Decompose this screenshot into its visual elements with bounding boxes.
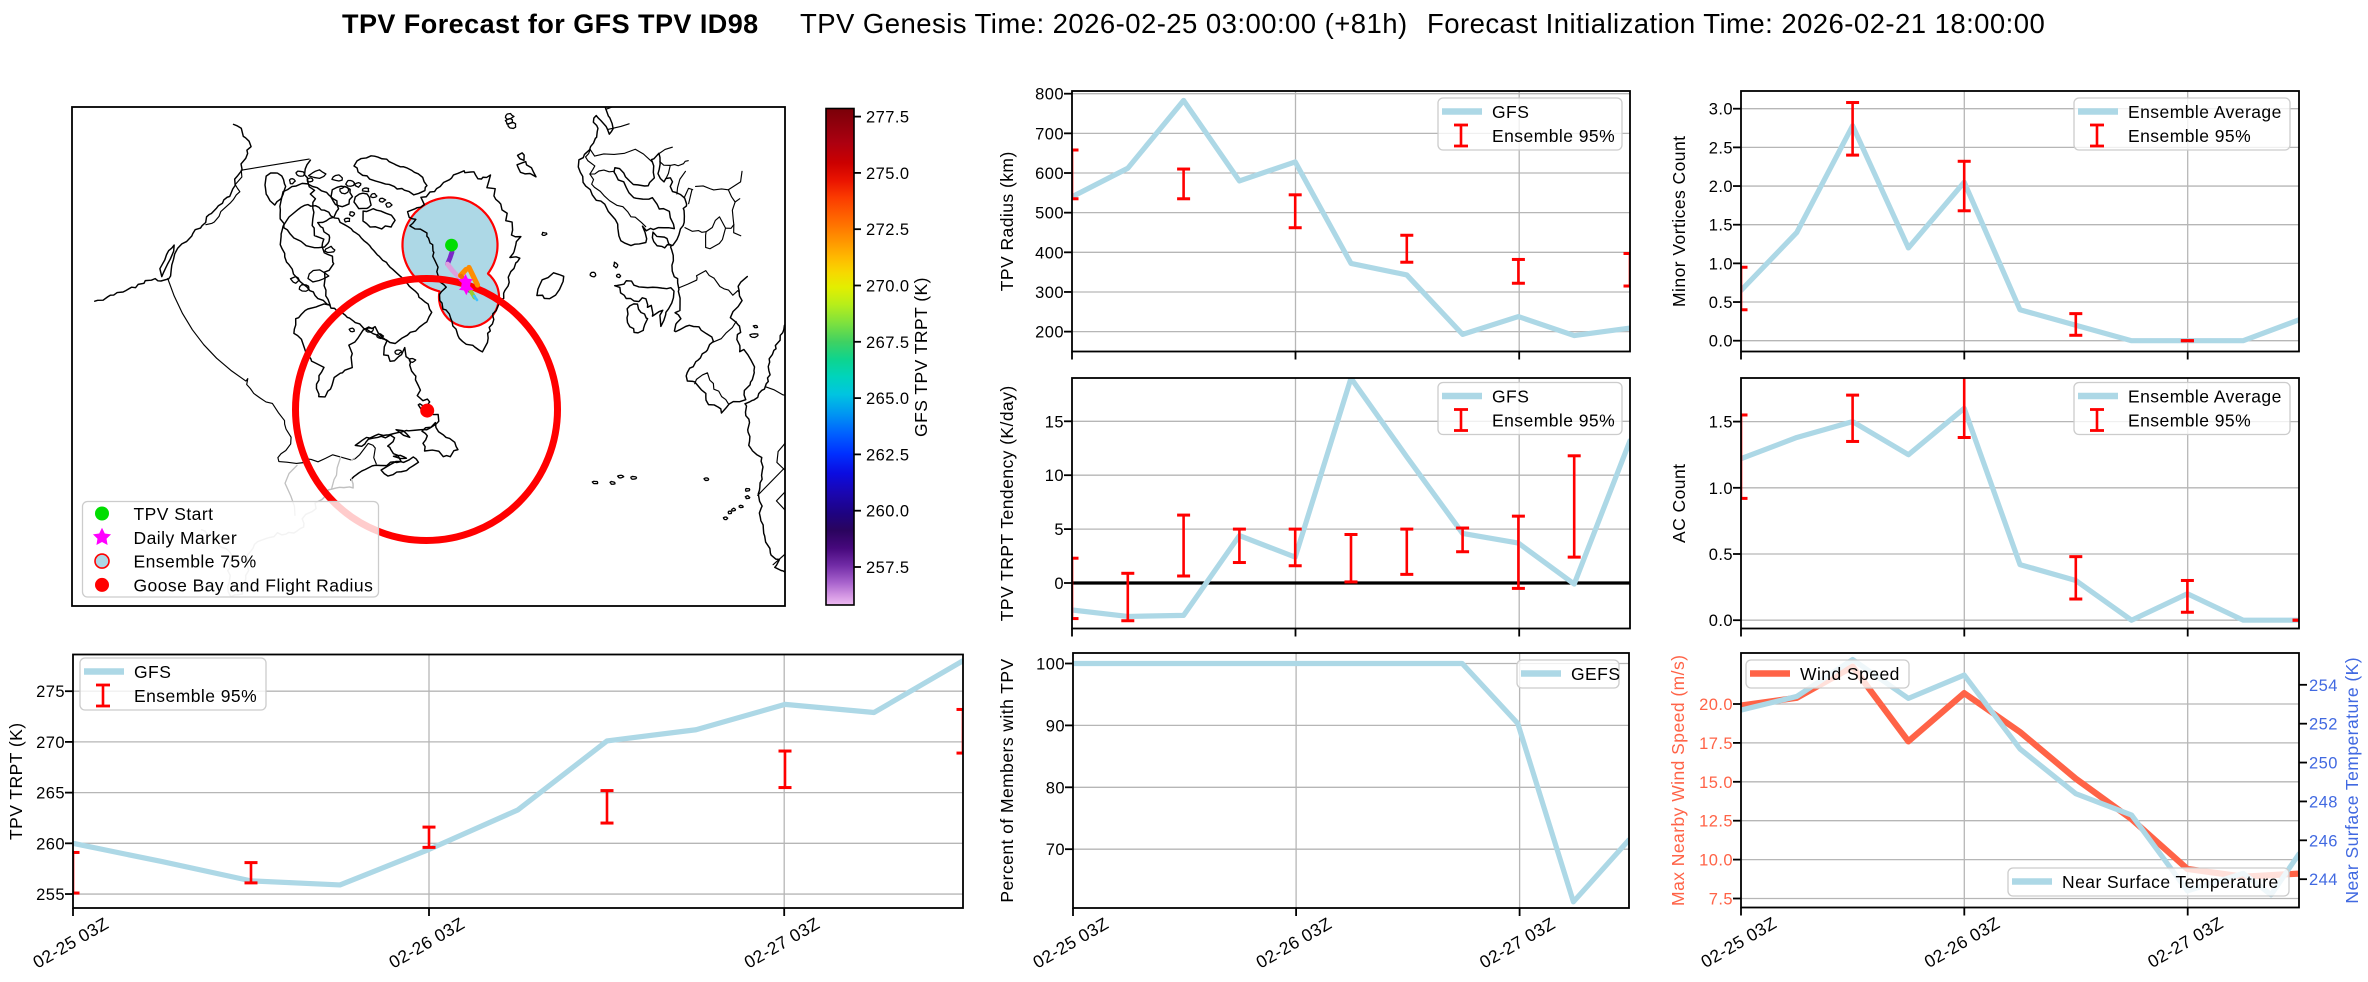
svg-text:250: 250 xyxy=(2309,755,2338,773)
svg-text:Ensemble 75%: Ensemble 75% xyxy=(134,552,257,572)
svg-text:Ensemble 95%: Ensemble 95% xyxy=(1492,411,1615,431)
svg-text:Goose Bay and Flight Radius: Goose Bay and Flight Radius xyxy=(134,575,374,595)
svg-text:Ensemble 95%: Ensemble 95% xyxy=(1492,126,1615,146)
svg-text:300: 300 xyxy=(1035,284,1064,302)
svg-text:Near Surface Temperature (K): Near Surface Temperature (K) xyxy=(2342,657,2362,904)
svg-text:2.5: 2.5 xyxy=(1709,139,1733,157)
svg-text:267.5: 267.5 xyxy=(866,334,910,352)
svg-text:Wind Speed: Wind Speed xyxy=(1800,664,1900,684)
svg-text:10: 10 xyxy=(1045,467,1064,485)
svg-text:270: 270 xyxy=(36,734,65,752)
svg-text:17.5: 17.5 xyxy=(1699,735,1733,753)
svg-text:90: 90 xyxy=(1046,717,1065,735)
svg-text:700: 700 xyxy=(1035,125,1064,143)
svg-text:TPV TRPT Tendency (K/day): TPV TRPT Tendency (K/day) xyxy=(997,385,1017,621)
svg-text:272.5: 272.5 xyxy=(866,221,910,239)
svg-text:15: 15 xyxy=(1045,413,1064,431)
svg-text:AC Count: AC Count xyxy=(1669,464,1689,543)
svg-text:275: 275 xyxy=(36,683,65,701)
svg-text:800: 800 xyxy=(1035,86,1064,104)
svg-text:265.0: 265.0 xyxy=(866,390,910,408)
svg-text:GFS: GFS xyxy=(1492,102,1529,122)
svg-text:400: 400 xyxy=(1035,244,1064,262)
svg-text:70: 70 xyxy=(1046,841,1065,859)
svg-text:Near Surface Temperature: Near Surface Temperature xyxy=(2062,872,2279,892)
svg-text:Ensemble 95%: Ensemble 95% xyxy=(2128,411,2251,431)
svg-text:248: 248 xyxy=(2309,793,2338,811)
svg-text:3.0: 3.0 xyxy=(1709,101,1733,119)
svg-text:1.0: 1.0 xyxy=(1709,255,1733,273)
svg-text:270.0: 270.0 xyxy=(866,278,910,296)
svg-text:15.0: 15.0 xyxy=(1699,774,1733,792)
svg-text:Ensemble Average: Ensemble Average xyxy=(2128,387,2282,407)
svg-text:1.5: 1.5 xyxy=(1709,414,1733,432)
svg-text:GEFS: GEFS xyxy=(1571,664,1620,684)
svg-text:10.0: 10.0 xyxy=(1699,852,1733,870)
svg-text:GFS TPV TRPT (K): GFS TPV TRPT (K) xyxy=(911,277,931,437)
svg-text:0.5: 0.5 xyxy=(1709,546,1733,564)
svg-text:Daily Marker: Daily Marker xyxy=(134,528,238,548)
svg-text:262.5: 262.5 xyxy=(866,446,910,464)
svg-text:TPV Start: TPV Start xyxy=(134,504,214,524)
svg-text:254: 254 xyxy=(2309,677,2338,695)
svg-text:0: 0 xyxy=(1054,575,1064,593)
svg-text:275.0: 275.0 xyxy=(866,165,910,183)
svg-text:GFS: GFS xyxy=(1492,387,1529,407)
svg-text:257.5: 257.5 xyxy=(866,559,910,577)
svg-text:7.5: 7.5 xyxy=(1709,891,1733,909)
svg-text:0.0: 0.0 xyxy=(1709,612,1733,630)
svg-text:20.0: 20.0 xyxy=(1699,696,1733,714)
svg-text:255: 255 xyxy=(36,886,65,904)
svg-text:100: 100 xyxy=(1036,656,1065,674)
svg-text:260.0: 260.0 xyxy=(866,503,910,521)
svg-text:0.0: 0.0 xyxy=(1709,333,1733,351)
svg-text:500: 500 xyxy=(1035,205,1064,223)
svg-text:Forecast Initialization Time:: Forecast Initialization Time: 2026-02-21… xyxy=(1427,8,2045,39)
svg-text:277.5: 277.5 xyxy=(866,109,910,127)
svg-text:200: 200 xyxy=(1035,324,1064,342)
svg-text:TPV TRPT (K): TPV TRPT (K) xyxy=(6,722,26,840)
svg-text:Percent of Members with TPV: Percent of Members with TPV xyxy=(997,658,1017,902)
svg-text:TPV Radius (km): TPV Radius (km) xyxy=(997,151,1017,291)
svg-text:Max Nearby Wind Speed (m/s): Max Nearby Wind Speed (m/s) xyxy=(1668,655,1688,906)
svg-text:Ensemble 95%: Ensemble 95% xyxy=(134,686,257,706)
svg-text:TPV Genesis Time: 2026-02-25 0: TPV Genesis Time: 2026-02-25 03:00:00 (+… xyxy=(800,8,1408,39)
svg-text:246: 246 xyxy=(2309,832,2338,850)
svg-text:260: 260 xyxy=(36,835,65,853)
svg-text:600: 600 xyxy=(1035,165,1064,183)
svg-text:5: 5 xyxy=(1054,521,1064,539)
svg-text:80: 80 xyxy=(1046,779,1065,797)
svg-text:TPV Forecast for GFS TPV ID98: TPV Forecast for GFS TPV ID98 xyxy=(342,9,759,39)
svg-text:252: 252 xyxy=(2309,716,2338,734)
svg-text:Ensemble Average: Ensemble Average xyxy=(2128,102,2282,122)
svg-text:244: 244 xyxy=(2309,871,2338,889)
svg-text:0.5: 0.5 xyxy=(1709,294,1733,312)
svg-text:2.0: 2.0 xyxy=(1709,178,1733,196)
svg-text:1.0: 1.0 xyxy=(1709,480,1733,498)
svg-text:Minor Vortices Count: Minor Vortices Count xyxy=(1669,136,1689,307)
svg-text:12.5: 12.5 xyxy=(1699,813,1733,831)
svg-text:265: 265 xyxy=(36,785,65,803)
svg-text:GFS: GFS xyxy=(134,662,171,682)
svg-text:1.5: 1.5 xyxy=(1709,217,1733,235)
svg-text:Ensemble 95%: Ensemble 95% xyxy=(2128,126,2251,146)
